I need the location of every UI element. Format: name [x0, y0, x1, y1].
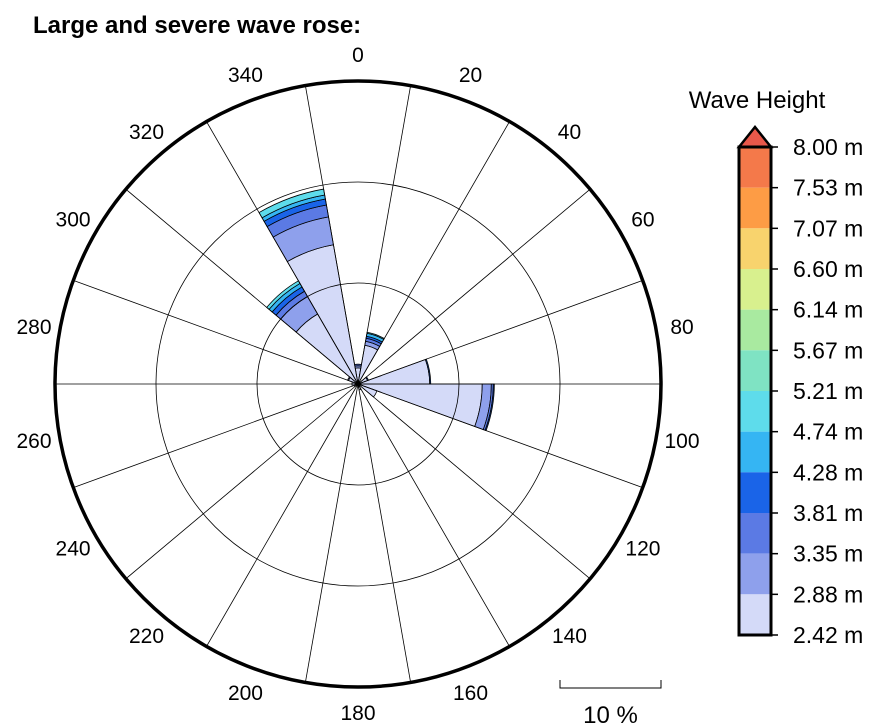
- scale-bar-label: 10 %: [583, 702, 638, 727]
- legend-swatch: [739, 431, 771, 473]
- legend-swatch: [739, 187, 771, 229]
- grid-spoke: [357, 383, 510, 647]
- legend-title: Wave Height: [689, 87, 826, 114]
- direction-labels: 0 20 40 60 80 100 120 140 160 180 200 220 240 260 280 3…: [16, 44, 699, 725]
- legend-level-label: 4.74 m: [793, 419, 863, 445]
- legend-swatch: [739, 350, 771, 391]
- grid-spoke: [357, 383, 412, 683]
- direction-label-0: 0: [352, 44, 364, 67]
- direction-label-240: 240: [56, 538, 91, 561]
- legend-level-label: 6.14 m: [793, 297, 863, 323]
- legend-level-label: 3.35 m: [793, 541, 863, 567]
- grid-spoke: [357, 85, 412, 385]
- direction-label-340: 340: [228, 64, 263, 87]
- legend-swatch: [739, 269, 771, 310]
- grid-spoke: [304, 383, 359, 683]
- legend-level-label: 6.60 m: [793, 256, 863, 282]
- legend: Wave Height 8.00 m 7.53 m 7.07 m 6.60 m 6.14 …: [689, 87, 864, 648]
- legend-level-label: 2.42 m: [793, 622, 863, 648]
- direction-label-60: 60: [631, 209, 654, 232]
- direction-label-140: 140: [552, 625, 587, 648]
- direction-label-220: 220: [129, 625, 164, 648]
- grid-spoke: [125, 188, 359, 385]
- scale-bar: 10 %: [559, 680, 662, 727]
- direction-label-120: 120: [625, 538, 660, 561]
- legend-swatch: [739, 309, 771, 351]
- legend-swatch: [739, 391, 771, 432]
- direction-label-260: 260: [16, 430, 51, 453]
- grid-spoke: [357, 383, 591, 580]
- legend-swatch: [739, 472, 771, 513]
- grid-spoke: [357, 383, 643, 489]
- direction-label-200: 200: [228, 682, 263, 705]
- legend-level-label: 4.28 m: [793, 459, 863, 485]
- grid-spoke: [73, 279, 359, 385]
- direction-label-160: 160: [453, 682, 488, 705]
- grid-spoke: [206, 121, 359, 385]
- grid-spoke: [206, 383, 359, 647]
- legend-swatch: [739, 553, 771, 595]
- grid-spoke: [73, 383, 359, 489]
- grid-spoke: [357, 188, 591, 385]
- legend-swatch: [739, 228, 771, 269]
- direction-label-40: 40: [558, 121, 581, 144]
- grid-spoke: [357, 121, 510, 385]
- direction-label-100: 100: [664, 430, 699, 453]
- scale-bar-line: [559, 680, 662, 689]
- grid-spoke: [357, 279, 643, 385]
- legend-swatch: [739, 594, 771, 635]
- sector-0-bin-2: [354, 363, 362, 367]
- legend-level-label: 3.81 m: [793, 500, 863, 526]
- direction-label-20: 20: [459, 64, 482, 87]
- direction-label-80: 80: [670, 316, 693, 339]
- direction-label-280: 280: [16, 316, 51, 339]
- chart-title: Large and severe wave rose:: [33, 12, 362, 39]
- legend-level-label: 5.67 m: [793, 337, 863, 363]
- legend-arrow: [736, 124, 774, 149]
- legend-level-label: 7.53 m: [793, 175, 863, 201]
- grid-spoke: [304, 85, 359, 385]
- legend-swatch: [739, 513, 771, 554]
- grid-spoke: [125, 383, 359, 580]
- legend-level-label: 5.21 m: [793, 378, 863, 404]
- direction-label-320: 320: [129, 121, 164, 144]
- legend-level-label: 7.07 m: [793, 215, 863, 241]
- direction-label-180: 180: [340, 702, 375, 725]
- sectors-layer: [258, 188, 495, 432]
- direction-label-300: 300: [56, 209, 91, 232]
- legend-level-label: 8.00 m: [793, 134, 863, 160]
- legend-swatch: [739, 147, 771, 188]
- legend-level-label: 2.88 m: [793, 581, 863, 607]
- grid-layer: [53, 79, 663, 689]
- outer-ring: [53, 79, 663, 689]
